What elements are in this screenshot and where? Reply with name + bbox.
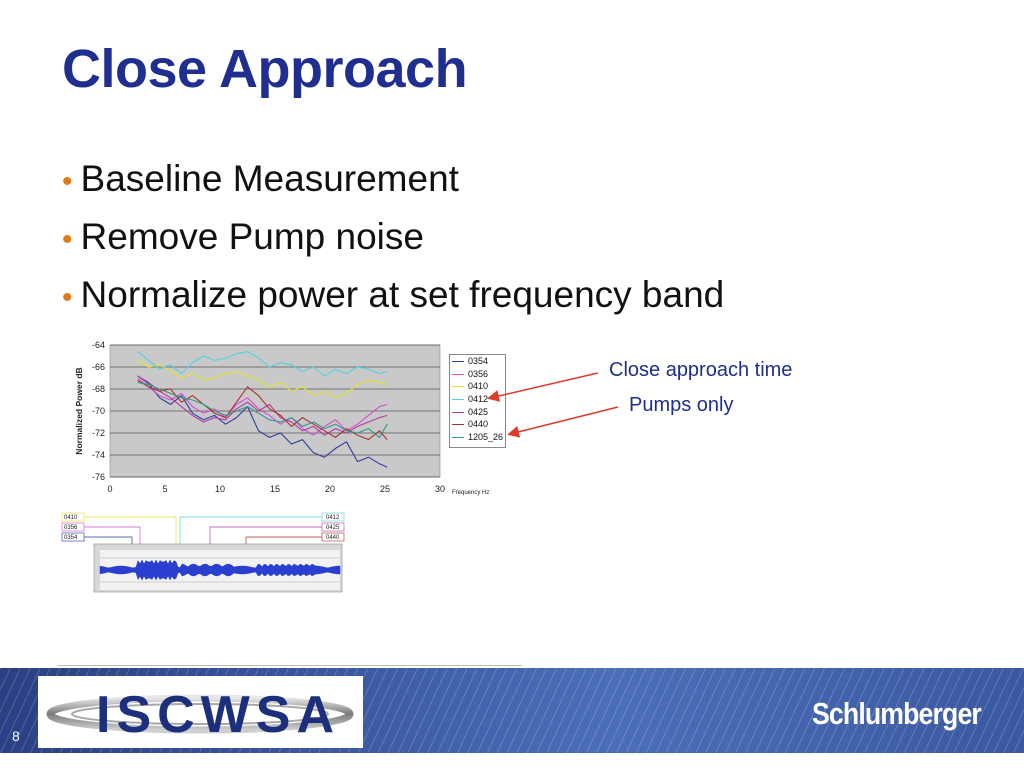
legend-label: 1205_26	[468, 432, 504, 443]
event-timeline: 0410 0356 0354 0412 0425 0440	[61, 512, 345, 593]
x-tick-label: 0	[107, 484, 112, 494]
y-tick-label: -64	[92, 340, 105, 350]
legend-swatch	[452, 411, 464, 413]
legend-item: 0412	[450, 393, 505, 406]
timeline-label: 0410	[64, 515, 78, 521]
legend-label: 0440	[468, 419, 489, 430]
x-tick-label: 15	[270, 484, 280, 494]
bullet-text: Remove Pump noise	[80, 216, 424, 257]
series-line-1205_26	[137, 381, 388, 438]
y-tick-label: -70	[92, 406, 105, 416]
legend-item: 0356	[450, 368, 505, 381]
y-tick-label: -66	[92, 362, 105, 372]
power-chart: -64 -66 -68 -70 -72 -74 -76 0 5 10 15 20 25 30 Normali…	[68, 338, 528, 503]
legend-swatch	[452, 436, 464, 438]
bullet-dot-icon: •	[62, 281, 73, 314]
legend-swatch	[452, 398, 464, 400]
iscwsa-logo-graphic: ISCWSA	[46, 686, 354, 744]
bullet-list: • Baseline Measurement • Remove Pump noise…	[62, 150, 724, 324]
y-tick-label: -74	[92, 450, 105, 460]
pumps-only-arrow	[507, 406, 619, 438]
bullet-item: • Baseline Measurement	[62, 150, 724, 208]
timeline-label: 0440	[326, 535, 340, 541]
x-tick-label: 5	[162, 484, 167, 494]
y-tick-label: -68	[92, 384, 105, 394]
legend-label: 0410	[468, 381, 489, 392]
timeline-label: 0412	[326, 515, 340, 521]
legend-swatch	[452, 360, 464, 362]
series-line-0412	[137, 351, 388, 377]
timeline-label: 0354	[64, 535, 78, 541]
iscwsa-logo: ISCWSA	[38, 676, 363, 748]
legend-item: 1205_26	[450, 431, 505, 444]
series-line-0410	[137, 359, 388, 399]
page-number: 8	[12, 728, 20, 744]
legend-item: 0440	[450, 418, 505, 431]
legend-swatch	[452, 386, 464, 388]
bullet-text: Normalize power at set frequency band	[80, 274, 725, 315]
x-tick-label: 10	[215, 484, 225, 494]
y-axis-label: Normalized Power dB	[74, 367, 84, 454]
legend-item: 0425	[450, 406, 505, 419]
series-line-0425	[137, 375, 388, 436]
power-chart-svg: -64 -66 -68 -70 -72 -74 -760 5 10 15 20 25 30 Normali…	[74, 340, 489, 496]
close-approach-label: Close approach time	[609, 359, 793, 381]
x-tick-label: 25	[380, 484, 390, 494]
close-approach-arrow	[487, 372, 599, 402]
legend-swatch	[452, 373, 464, 375]
bullet-item: • Normalize power at set frequency band	[62, 266, 724, 324]
x-tick-label: 30	[435, 484, 445, 494]
bullet-dot-icon: •	[62, 165, 73, 198]
x-axis-label: Frequency Hz	[452, 490, 489, 496]
legend-label: 0412	[468, 394, 489, 405]
bullet-text: Baseline Measurement	[80, 158, 459, 199]
y-tick-label: -76	[92, 472, 105, 482]
footer-divider	[58, 665, 522, 666]
timeline-label: 0356	[64, 525, 78, 531]
timeline-label: 0425	[326, 525, 340, 531]
bullet-item: • Remove Pump noise	[62, 208, 724, 266]
series-line-0440	[137, 379, 388, 441]
pumps-only-label: Pumps only	[629, 394, 734, 416]
slide-title: Close Approach	[62, 39, 468, 99]
logo-text: ISCWSA	[96, 686, 340, 744]
legend-label: 0356	[468, 368, 489, 379]
legend-label: 0425	[468, 406, 489, 417]
bullet-dot-icon: •	[62, 223, 73, 256]
x-tick-label: 20	[325, 484, 335, 494]
legend-item: 0410	[450, 380, 505, 393]
y-tick-label: -72	[92, 428, 105, 438]
annotation-arrows	[487, 372, 619, 438]
audio-waveform	[99, 559, 341, 581]
schlumberger-logo: Schlumberger	[812, 696, 982, 731]
legend-swatch	[452, 424, 464, 426]
legend-item: 0354	[450, 355, 505, 368]
legend-label: 0354	[468, 356, 489, 366]
